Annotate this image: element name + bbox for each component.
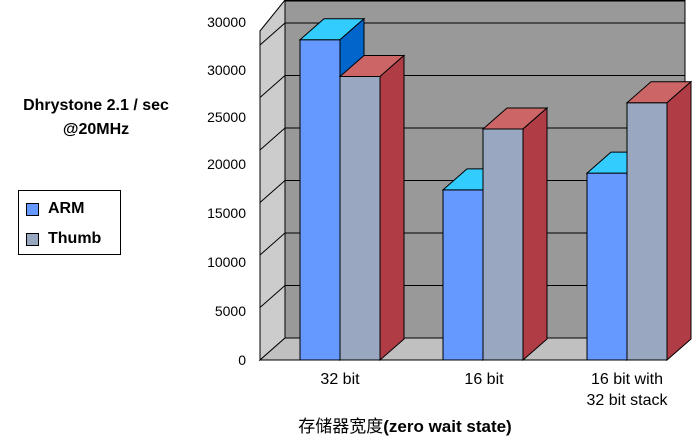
gridline-side xyxy=(259,180,286,203)
x-category-label: 32 bit xyxy=(320,371,360,388)
y-tick-label: 25000 xyxy=(207,109,246,125)
x-axis-title-latin: (zero wait state) xyxy=(383,417,512,436)
y-tick-label: 15000 xyxy=(207,205,246,221)
x-axis-title: 存储器宽度(zero wait state) xyxy=(0,412,700,437)
legend-item-arm: ARM xyxy=(26,200,84,218)
legend-swatch-thumb xyxy=(26,232,39,246)
chart-legend: ARM Thumb xyxy=(18,190,121,255)
legend-label-thumb: Thumb xyxy=(48,230,102,247)
bar-front xyxy=(586,172,628,361)
chart-bars xyxy=(298,17,693,362)
bar-front xyxy=(339,76,381,361)
bar-thumb-1 xyxy=(481,106,549,362)
x-category-label: 32 bit stack xyxy=(587,392,669,409)
y-tick-label: 0 xyxy=(238,352,246,368)
gridline-side xyxy=(259,75,286,98)
bar-thumb-2 xyxy=(625,80,693,362)
bar-front xyxy=(626,102,668,361)
y-tick-label: 20000 xyxy=(207,156,246,172)
bar-side xyxy=(666,80,692,362)
x-category-label: 16 bit with xyxy=(591,371,663,388)
y-axis-title-line-1: Dhrystone 2.1 / sec xyxy=(23,97,169,114)
gridline-side xyxy=(259,22,286,46)
bar-front xyxy=(442,189,484,361)
y-tick-label: 30000 xyxy=(207,14,246,30)
y-tick-label: 10000 xyxy=(207,254,246,270)
gridline-side xyxy=(259,232,286,256)
side-wall xyxy=(259,0,286,362)
y-axis-title: Dhrystone 2.1 / sec @20MHz xyxy=(4,94,188,142)
y-axis-ticks: 0 5000 10000 15000 20000 25000 30000 30000 xyxy=(207,14,246,368)
x-axis-title-cjk: 存储器宽度 xyxy=(298,417,384,437)
bar-side xyxy=(379,54,405,362)
y-tick-label: 30000 xyxy=(207,62,246,78)
legend-swatch-arm xyxy=(26,202,39,216)
x-axis-categories: 32 bit 16 bit 16 bit with 32 bit stack xyxy=(320,371,668,409)
y-axis-title-line-2: @20MHz xyxy=(62,121,130,138)
bar-thumb-0 xyxy=(338,54,406,362)
bar-front xyxy=(482,128,524,361)
gridline-side xyxy=(259,285,286,308)
legend-label-arm: ARM xyxy=(48,200,85,217)
bar-front xyxy=(299,39,341,361)
y-tick-label: 5000 xyxy=(215,303,246,319)
legend-item-thumb: Thumb xyxy=(26,230,101,248)
bar-side xyxy=(522,106,548,362)
x-category-label: 16 bit xyxy=(464,371,504,388)
gridline-side xyxy=(259,127,286,151)
